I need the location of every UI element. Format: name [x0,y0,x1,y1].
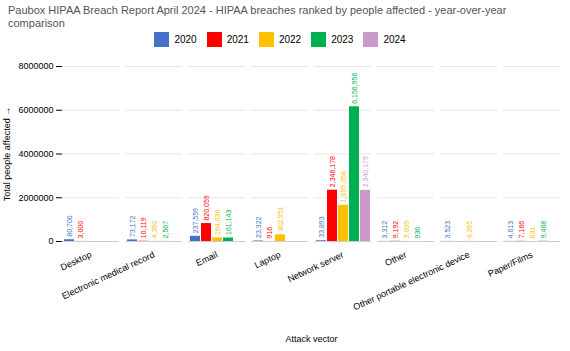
svg-text:820,059: 820,059 [203,195,210,220]
svg-text:2000000: 2000000 [18,193,53,203]
svg-text:4,613: 4,613 [507,221,514,239]
svg-text:Attack vector: Attack vector [285,334,337,344]
svg-text:936: 936 [414,227,421,239]
svg-text:161,143: 161,143 [225,210,232,235]
svg-text:3,523: 3,523 [444,221,451,239]
svg-text:Laptop: Laptop [253,249,282,270]
svg-text:Other portable electronic devi: Other portable electronic device [352,249,471,312]
svg-text:Electronic medical record: Electronic medical record [60,249,156,301]
html-text:2022: 2022 [278,34,302,45]
svg-text:237,559: 237,559 [192,208,199,233]
svg-text:Total people affected →: Total people affected → [2,107,12,201]
svg-text:9,192: 9,192 [392,221,399,239]
svg-text:3,000: 3,000 [403,221,410,239]
svg-text:4,265: 4,265 [466,221,473,239]
svg-text:80,700: 80,700 [66,215,73,237]
svg-text:3,312: 3,312 [381,221,388,239]
svg-text:Email: Email [194,249,219,268]
svg-text:6000000: 6000000 [18,105,53,115]
svg-text:1,655,058: 1,655,058 [340,171,347,202]
svg-text:Desktop: Desktop [59,249,93,272]
svg-text:2,567: 2,567 [162,221,169,239]
svg-text:916: 916 [266,227,273,239]
svg-text:73,172: 73,172 [129,215,136,237]
svg-text:164,030: 164,030 [214,210,221,235]
svg-text:2,346,178: 2,346,178 [329,156,336,187]
svg-text:10,119: 10,119 [140,217,147,238]
svg-text:8000000: 8000000 [18,61,53,71]
svg-text:2,340,179: 2,340,179 [362,156,369,187]
svg-text:9,468: 9,468 [540,221,547,239]
html-text:2024: 2024 [383,34,406,45]
svg-text:4,360: 4,360 [151,221,158,239]
svg-text:0: 0 [48,236,53,246]
svg-text:302,951: 302,951 [277,206,284,231]
svg-text:Network server: Network server [286,249,345,284]
svg-text:33,893: 33,893 [318,216,325,238]
svg-text:3,000: 3,000 [77,221,84,239]
svg-text:Paper/Films: Paper/Films [486,249,534,279]
svg-text:6,156,956: 6,156,956 [351,73,358,104]
svg-text:Other: Other [383,249,408,268]
html-text:2020: 2020 [174,34,197,45]
svg-text:831: 831 [529,227,536,239]
html-text:2023: 2023 [331,34,354,45]
svg-text:4000000: 4000000 [18,149,53,159]
svg-text:7,166: 7,166 [518,221,525,239]
html-text:Paubox HIPAA Breach Report Apr: Paubox HIPAA Breach Report April 2024 - … [8,4,507,29]
svg-text:23,322: 23,322 [255,216,262,238]
html-text:2021: 2021 [226,34,249,45]
